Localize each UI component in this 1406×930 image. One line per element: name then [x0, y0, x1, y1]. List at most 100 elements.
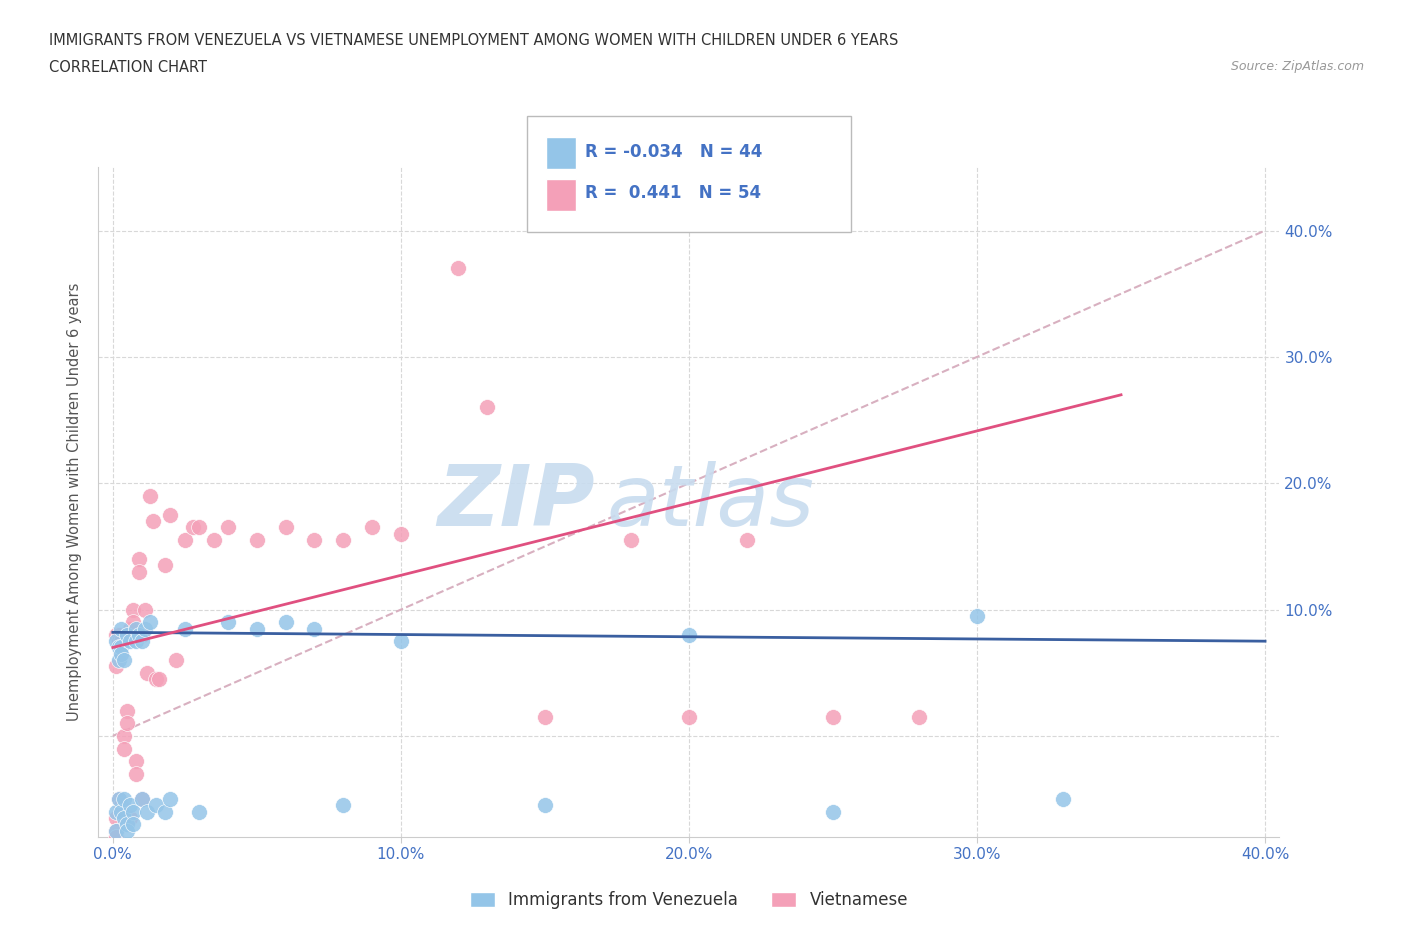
Point [120, 621, 142, 636]
Point [217, 520, 239, 535]
Point [107, 628, 129, 643]
Point [908, 710, 931, 724]
Point [120, 811, 142, 826]
Point [389, 526, 412, 541]
Point [104, 628, 127, 643]
Point [115, 817, 138, 831]
Point [188, 520, 211, 535]
Point [120, 798, 142, 813]
Point [110, 804, 132, 819]
Point [104, 804, 127, 819]
Point [131, 628, 153, 643]
Point [217, 615, 239, 630]
Point [148, 671, 170, 686]
Text: ZIP: ZIP [437, 460, 595, 544]
Point [110, 798, 132, 813]
Text: atlas: atlas [606, 460, 814, 544]
Text: CORRELATION CHART: CORRELATION CHART [49, 60, 207, 75]
Point [104, 633, 127, 648]
Point [142, 513, 165, 528]
Point [115, 823, 138, 838]
Point [122, 804, 145, 819]
Point [173, 621, 195, 636]
Point [136, 665, 159, 680]
Point [173, 533, 195, 548]
Point [477, 400, 499, 415]
Point [104, 811, 127, 826]
Point [125, 753, 148, 768]
Point [115, 703, 138, 718]
Point [159, 508, 181, 523]
Point [153, 804, 176, 819]
Point [304, 621, 326, 636]
Point [110, 646, 132, 661]
Point [107, 653, 129, 668]
Point [115, 716, 138, 731]
Point [361, 520, 384, 535]
Text: Source: ZipAtlas.com: Source: ZipAtlas.com [1230, 60, 1364, 73]
Point [107, 633, 129, 648]
Point [145, 798, 167, 813]
Point [735, 533, 758, 548]
Point [145, 671, 167, 686]
Point [112, 791, 135, 806]
Text: R =  0.441   N = 54: R = 0.441 N = 54 [585, 184, 761, 203]
Point [131, 791, 153, 806]
Point [332, 533, 354, 548]
Point [122, 615, 145, 630]
Point [125, 766, 148, 781]
Point [678, 628, 700, 643]
Point [620, 533, 643, 548]
Point [332, 798, 354, 813]
Point [128, 628, 150, 643]
Point [966, 608, 988, 623]
Point [447, 261, 470, 276]
Point [125, 633, 148, 648]
Point [112, 741, 135, 756]
Point [128, 551, 150, 566]
Point [110, 640, 132, 655]
Point [202, 533, 225, 548]
Point [153, 558, 176, 573]
Point [134, 621, 156, 636]
Point [125, 621, 148, 636]
Point [246, 533, 269, 548]
Point [159, 791, 181, 806]
Point [165, 653, 187, 668]
Point [821, 804, 844, 819]
Point [110, 633, 132, 648]
Point [104, 823, 127, 838]
Y-axis label: Unemployment Among Women with Children Under 6 years: Unemployment Among Women with Children U… [67, 283, 83, 722]
Point [131, 633, 153, 648]
Point [274, 615, 297, 630]
Point [104, 823, 127, 838]
Point [112, 811, 135, 826]
Point [246, 621, 269, 636]
Point [128, 565, 150, 579]
Point [134, 602, 156, 617]
Point [120, 633, 142, 648]
Point [534, 798, 557, 813]
Point [110, 646, 132, 661]
Point [107, 791, 129, 806]
Point [122, 602, 145, 617]
Point [112, 728, 135, 743]
Point [304, 533, 326, 548]
Point [115, 628, 138, 643]
Legend: Immigrants from Venezuela, Vietnamese: Immigrants from Venezuela, Vietnamese [463, 884, 915, 916]
Point [104, 830, 127, 844]
Point [678, 710, 700, 724]
Text: R = -0.034   N = 44: R = -0.034 N = 44 [585, 142, 762, 161]
Point [274, 520, 297, 535]
Point [115, 628, 138, 643]
Point [139, 488, 162, 503]
Point [131, 791, 153, 806]
Point [107, 791, 129, 806]
Point [136, 804, 159, 819]
Point [104, 659, 127, 674]
Point [107, 640, 129, 655]
Point [183, 520, 205, 535]
Point [188, 804, 211, 819]
Point [112, 653, 135, 668]
Point [389, 633, 412, 648]
